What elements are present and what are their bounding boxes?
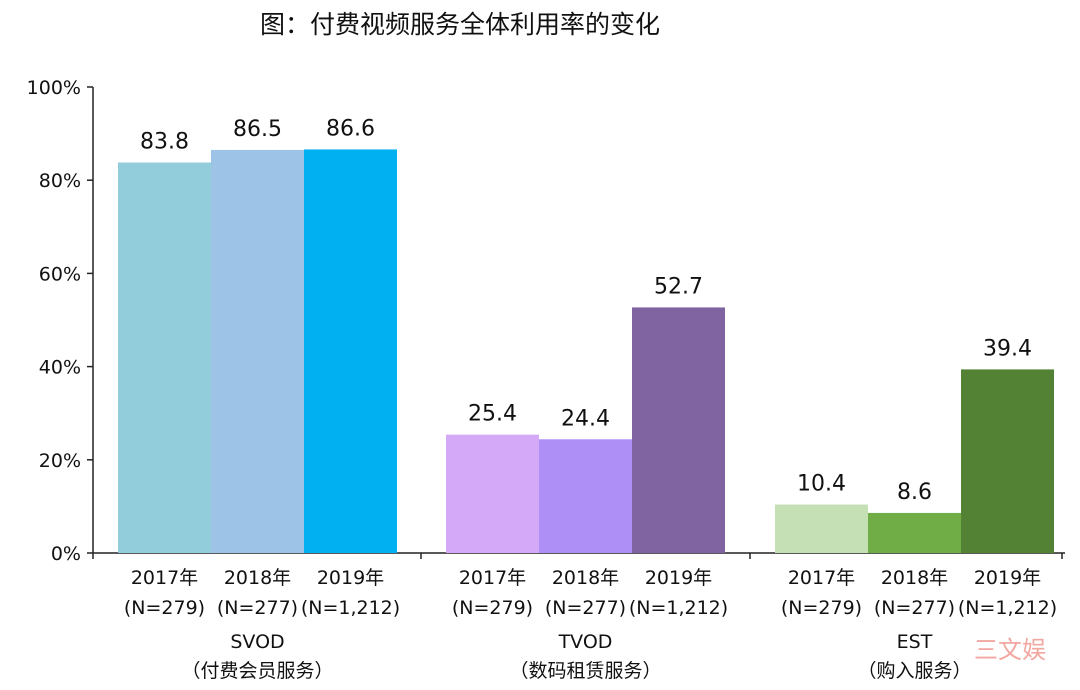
bar-tvod-1 [446,434,539,553]
x-n-label: (N=1,212) [958,597,1057,619]
x-n-label: (N=279) [124,597,205,619]
y-tick-label: 100% [27,77,81,99]
bars [118,149,1054,553]
x-year-label: 2017年 [459,567,526,589]
bar-tvod-2 [539,439,632,553]
x-year-label: 2017年 [131,567,198,589]
bar-tvod-3 [632,307,725,553]
bar-est-2 [868,512,961,553]
x-year-label: 2019年 [317,567,384,589]
bar-svod-1 [118,162,211,553]
value-label: 8.6 [897,480,932,505]
x-year-label: 2019年 [645,567,712,589]
y-tick-label: 0% [51,543,81,565]
group-subname: （数码租赁服务） [509,660,661,682]
bar-svod-3 [304,149,397,553]
bar-est-3 [961,369,1054,553]
x-n-label: (N=279) [781,597,862,619]
x-year-label: 2018年 [552,567,619,589]
x-year-label: 2018年 [881,567,948,589]
group-subname: （付费会员服务） [181,660,333,682]
watermark: 三文娱 [974,636,1046,664]
bar-svod-2 [211,149,304,553]
value-label: 10.4 [797,472,846,497]
value-label: 83.8 [140,129,189,154]
x-year-label: 2018年 [224,567,291,589]
x-n-label: (N=277) [874,597,955,619]
x-n-label: (N=277) [217,597,298,619]
y-tick-label: 80% [39,170,81,192]
x-n-label: (N=279) [452,597,533,619]
value-label: 86.5 [233,117,282,142]
y-tick-label: 20% [39,450,81,472]
value-label: 52.7 [654,274,703,299]
x-year-label: 2017年 [788,567,855,589]
group-name: SVOD [230,631,284,653]
group-name: TVOD [558,631,613,653]
y-tick-label: 60% [39,263,81,285]
group-name: EST [897,631,933,653]
bar-est-1 [775,504,868,553]
value-label: 86.6 [326,116,375,141]
value-label: 25.4 [468,402,517,427]
y-tick-label: 40% [39,357,81,379]
value-label: 24.4 [561,406,610,431]
value-label: 39.4 [983,336,1032,361]
x-n-label: (N=1,212) [301,597,400,619]
chart-title: 图：付费视频服务全体利用率的变化 [260,10,660,39]
labels: 83.8 2017年 (N=279) 86.5 2018年 (N=277) 86.6 2019… [124,116,1057,682]
x-n-label: (N=1,212) [629,597,728,619]
x-n-label: (N=277) [545,597,626,619]
group-subname: （购入服务） [857,660,971,682]
x-year-label: 2019年 [974,567,1041,589]
